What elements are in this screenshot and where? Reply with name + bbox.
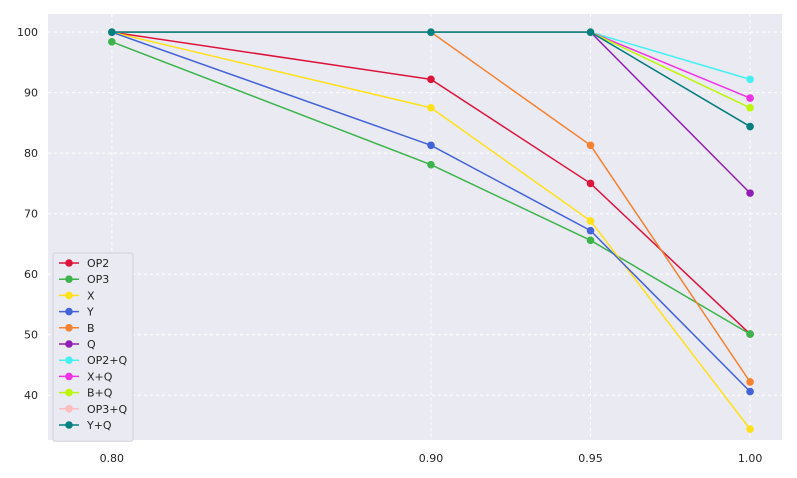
- legend-marker: [65, 324, 73, 332]
- x-tick-label: 0.80: [100, 452, 125, 465]
- x-tick-label: 0.90: [419, 452, 444, 465]
- legend-box: [52, 252, 134, 442]
- legend-label: OP2: [87, 257, 109, 270]
- data-point: [586, 217, 595, 225]
- series-line: [111, 41, 751, 335]
- data-point: [427, 75, 435, 84]
- legend-marker: [65, 405, 73, 413]
- legend-marker: [65, 291, 73, 300]
- data-point: [746, 425, 754, 433]
- legend-marker: [65, 388, 73, 397]
- y-tick-label: 70: [24, 208, 38, 221]
- data-point: [746, 94, 754, 102]
- data-point: [746, 122, 754, 131]
- legend-label: Y: [86, 306, 94, 319]
- legend-item: X: [59, 289, 95, 302]
- series-line: [111, 31, 751, 128]
- legend-label: OP3: [87, 273, 109, 286]
- plot-background: [48, 14, 782, 440]
- legend-label: X+Q: [87, 370, 113, 383]
- legend-label: B+Q: [87, 387, 113, 400]
- x-tick-label: 0.95: [578, 452, 603, 465]
- y-tick-label: 80: [24, 147, 38, 160]
- y-tick-label: 90: [24, 87, 38, 100]
- data-point: [427, 28, 435, 36]
- legend-label: Q: [87, 338, 96, 351]
- data-point: [746, 103, 754, 112]
- data-point: [427, 160, 435, 169]
- legend-item: OP2: [59, 257, 109, 270]
- data-point: [108, 38, 116, 46]
- legend-label: Y+Q: [86, 419, 112, 432]
- legend-label: OP2+Q: [87, 354, 128, 367]
- data-point: [427, 141, 435, 150]
- legend-item: OP2+Q: [59, 354, 128, 367]
- legend-item: B+Q: [59, 387, 113, 400]
- series-line: [111, 31, 751, 393]
- data-point: [746, 330, 754, 338]
- data-point: [586, 226, 595, 235]
- x-tick-label: 1.00: [738, 452, 763, 465]
- legend-label: B: [87, 322, 95, 335]
- series-y-plus-q: [108, 28, 754, 131]
- legend-marker: [65, 340, 73, 348]
- legend-marker: [65, 372, 73, 381]
- legend-item: Y+Q: [59, 419, 112, 432]
- data-point: [108, 28, 116, 36]
- legend-marker: [65, 275, 73, 284]
- series-lines: [108, 28, 754, 433]
- legend-marker: [65, 421, 73, 429]
- data-point: [746, 189, 754, 197]
- data-point: [746, 75, 754, 84]
- data-point: [746, 378, 754, 386]
- legend-item: Y: [59, 306, 94, 319]
- y-tick-label: 60: [24, 268, 38, 281]
- legend-item: X+Q: [59, 370, 113, 383]
- data-point: [586, 141, 595, 150]
- legend-item: OP3: [59, 273, 109, 286]
- legend-marker: [65, 259, 73, 267]
- series-op3: [108, 38, 754, 338]
- data-point: [586, 28, 595, 36]
- series-line: [111, 31, 751, 430]
- x-axis-ticks: 0.80 0.90 0.95 1.00: [100, 452, 763, 465]
- legend-marker: [65, 307, 73, 316]
- y-tick-label: 40: [24, 389, 38, 402]
- legend-item: OP3+Q: [59, 403, 128, 416]
- series-line: [111, 31, 751, 335]
- legend-item: B: [59, 322, 95, 335]
- data-point: [586, 179, 595, 188]
- y-tick-label: 50: [24, 329, 38, 342]
- data-point: [427, 103, 435, 112]
- legend-label: OP3+Q: [87, 403, 128, 416]
- y-axis-ticks: 40 50 60 70 80 90 100: [17, 26, 38, 402]
- data-point: [586, 236, 595, 245]
- y-tick-label: 100: [17, 26, 38, 39]
- data-point: [746, 387, 754, 396]
- legend-item: Q: [59, 338, 96, 351]
- legend-label: X: [87, 289, 95, 302]
- legend-marker: [65, 356, 73, 365]
